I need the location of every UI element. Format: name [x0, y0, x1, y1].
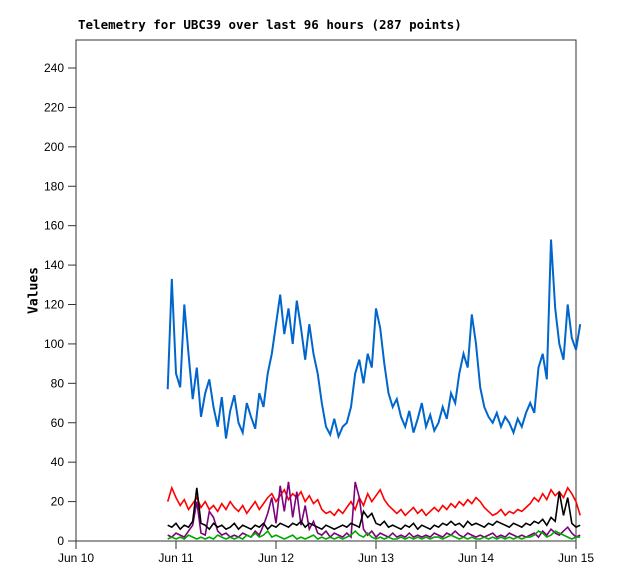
- y-axis-tick-label: 220: [44, 100, 64, 114]
- red-series-line: [166, 485, 581, 517]
- y-axis-tick-label: 140: [44, 258, 64, 272]
- x-axis-tick-label: Jun 15: [558, 551, 594, 565]
- y-axis-tick-label: 0: [57, 534, 64, 548]
- blue-series-line: [166, 239, 582, 440]
- y-axis-tick-label: 120: [44, 298, 64, 312]
- y-axis-tick-label: 60: [51, 416, 65, 430]
- y-axis-tick-label: 20: [51, 495, 65, 509]
- x-axis-tick-label: Jun 10: [58, 551, 94, 565]
- y-axis-tick-label: 240: [44, 61, 64, 75]
- y-axis-tick-label: 200: [44, 140, 64, 154]
- chart-title: Telemetry for UBC39 over last 96 hours (…: [78, 17, 462, 32]
- x-axis-tick-label: Jun 14: [458, 551, 494, 565]
- y-axis-tick-label: 180: [44, 179, 64, 193]
- x-axis-tick-label: Jun 11: [158, 551, 193, 565]
- black-series-line: [167, 487, 581, 531]
- chart-frame: [75, 39, 577, 542]
- purple-series-line: [167, 481, 581, 539]
- green-series-line: [167, 529, 581, 540]
- y-axis-tick-label: 100: [44, 337, 64, 351]
- y-axis-tick-label: 40: [51, 455, 65, 469]
- x-axis-tick-label: Jun 13: [358, 551, 394, 565]
- y-axis-tick-label: 160: [44, 219, 64, 233]
- x-axis-tick-label: Jun 12: [258, 551, 294, 565]
- y-axis-tick-label: 80: [51, 376, 65, 390]
